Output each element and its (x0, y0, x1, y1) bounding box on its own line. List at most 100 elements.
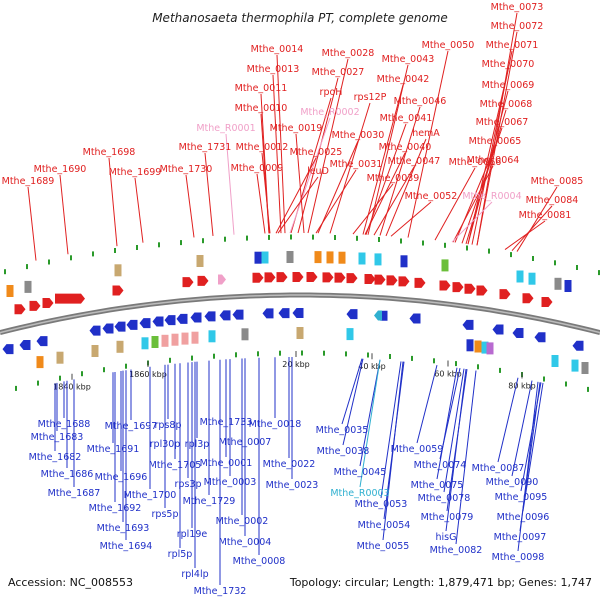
gene-label-top: rps12P (354, 92, 387, 103)
outer-gc-dot (576, 265, 578, 270)
outer-gc-dot (136, 245, 138, 250)
outer-category-box (400, 255, 408, 268)
outer-gc-dot (466, 245, 468, 251)
gene-label-bottom: Mthe_0097 (494, 532, 547, 543)
forward-gene-arrow (334, 272, 346, 283)
connector-top (352, 183, 394, 235)
inner-gc-dot (367, 352, 369, 358)
gene-label-top: Mthe_0041 (380, 113, 433, 124)
gene-label-bottom: Mthe_1696 (95, 472, 148, 483)
inner-gc-dot (345, 351, 347, 357)
connector-bottom (436, 367, 458, 480)
outer-category-box (554, 277, 562, 290)
gene-label-bottom: hisG (436, 532, 457, 543)
outer-category-box (286, 251, 294, 263)
inner-category-box (91, 345, 99, 357)
forward-gene-arrow (452, 282, 464, 293)
forward-rna-arrow (218, 274, 226, 285)
forward-gene-arrow (414, 277, 426, 288)
reverse-gene-arrow (534, 332, 546, 343)
outer-gc-dot (378, 237, 380, 242)
connector-top (407, 50, 449, 238)
gene-label-bottom: Mthe_0095 (495, 492, 548, 503)
inner-gc-dot (125, 363, 127, 369)
forward-gene-arrow (197, 275, 209, 286)
gene-label-bottom: rps3p (175, 479, 202, 490)
inner-gc-dot (103, 367, 105, 373)
reverse-rna-arrow (374, 310, 382, 321)
connector-bottom (359, 359, 381, 488)
outer-gc-dot (400, 238, 402, 244)
gene-label-bottom: Mthe_0079 (421, 512, 474, 523)
reverse-gene-arrow (512, 328, 524, 339)
connector-top (385, 138, 427, 237)
inner-gc-dot (235, 352, 237, 358)
gene-label-top: Mthe_0069 (482, 80, 535, 91)
outer-category-box (441, 259, 449, 272)
gene-label-bottom: Mthe_1693 (97, 523, 150, 534)
outer-gc-dot (598, 270, 600, 276)
connector-top (373, 166, 415, 236)
label-connectors (27, 12, 558, 585)
gene-label-top: Mthe_R0001 (196, 123, 255, 134)
connector-top (504, 220, 546, 250)
backbone-ring (0, 292, 600, 336)
connector-bottom (443, 368, 465, 493)
connector-top (315, 169, 357, 234)
reverse-gene-arrow (219, 310, 231, 321)
forward-gene-arrow (522, 293, 534, 304)
reverse-gene-arrow (204, 311, 216, 322)
feature-tracks (2, 234, 600, 392)
gene-label-bottom: Mthe_0004 (219, 537, 272, 548)
inner-gc-dot (411, 355, 413, 361)
gene-label-bottom: Mthe_0055 (357, 541, 410, 552)
gene-label-top: Mthe_0068 (480, 99, 533, 110)
gene-label-bottom: Mthe_0090 (486, 477, 539, 488)
reverse-gene-arrow (262, 308, 274, 319)
gene-label-top: Mthe_0027 (312, 67, 365, 78)
forward-gene-arrow (42, 298, 54, 309)
gene-label-bottom: Mthe_0059 (391, 444, 444, 455)
inner-category-box (581, 362, 589, 374)
connector-top (275, 157, 317, 234)
connector-top (516, 186, 558, 252)
outer-gc-dot (510, 252, 512, 258)
inner-category-box (241, 328, 249, 341)
gene-label-bottom: Mthe_1694 (100, 541, 153, 552)
gene-label-bottom: Mthe_1697 (105, 421, 158, 432)
gene-label-top: Mthe_0043 (382, 54, 435, 65)
outer-gc-dot (202, 238, 204, 244)
scale-tick-label: 40 kbp (358, 362, 386, 371)
outer-category-box (314, 251, 322, 264)
scale-tick-label: 60 kbp (434, 370, 462, 379)
gene-label-bottom: Mthe_0018 (249, 419, 302, 430)
gene-label-top: Mthe_0014 (251, 44, 304, 55)
connector-top (134, 177, 144, 243)
gene-label-bottom: Mthe_1687 (48, 488, 101, 499)
gene-label-top: Mthe_0013 (247, 64, 300, 75)
gene-label-bottom: Mthe_0045 (334, 467, 387, 478)
gene-label-top: hemA (412, 128, 440, 139)
connector-top (365, 123, 407, 235)
connector-top (451, 201, 493, 243)
outer-gc-dot (114, 248, 116, 253)
gene-label-bottom: Mthe_1691 (87, 444, 140, 455)
forward-gene-arrow (346, 273, 358, 284)
inner-gc-dot (169, 357, 171, 363)
outer-gc-dot (444, 242, 446, 248)
gene-label-top: Mthe_0066 (449, 157, 502, 168)
connector-bottom (359, 359, 381, 467)
forward-gene-arrow (464, 283, 476, 294)
outer-category-box (338, 251, 346, 264)
gene-label-top: Mthe_R0002 (300, 107, 359, 118)
forward-gene-arrow (306, 272, 318, 283)
inner-gc-dot (455, 361, 457, 367)
connector-top (362, 84, 404, 235)
inner-gc-dot (213, 353, 215, 359)
inner-gc-dot (587, 386, 589, 392)
gene-label-top: Mthe_0085 (531, 176, 584, 187)
gene-label-bottom: Mthe_0075 (411, 480, 464, 491)
forward-gene-arrow (499, 289, 511, 300)
forward-gene-arrow (292, 272, 304, 283)
backbone-highlight (0, 294, 600, 334)
